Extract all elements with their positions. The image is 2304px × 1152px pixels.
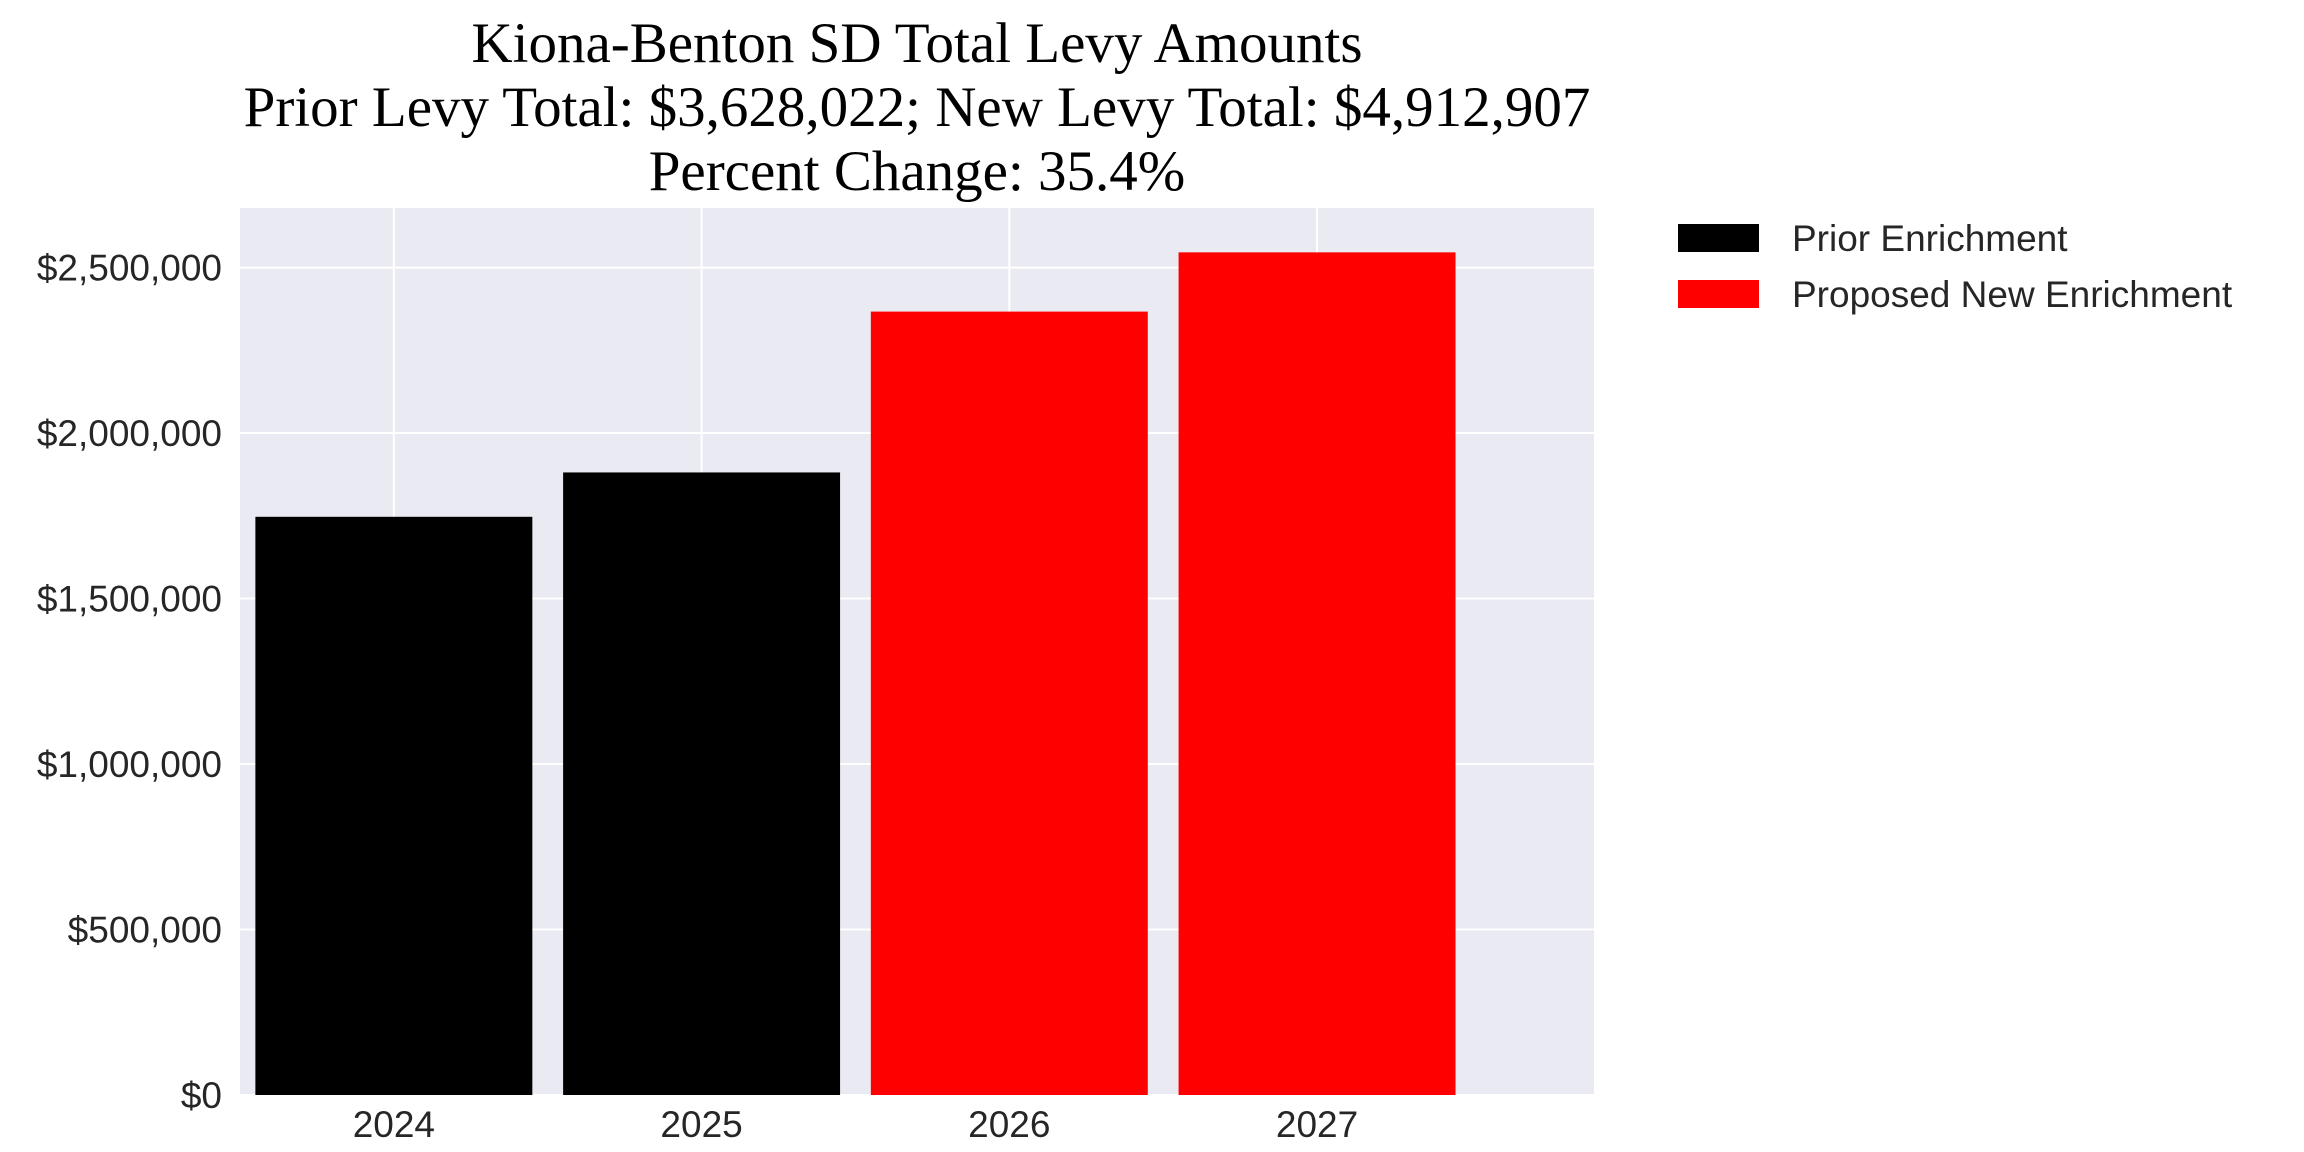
- legend-swatch-prior-enrichment: [1678, 224, 1759, 252]
- bar-2026: [870, 311, 1148, 1096]
- bar-2027: [1178, 252, 1456, 1096]
- legend-swatch-proposed-new-enrichment: [1678, 280, 1759, 308]
- y-tick-label: $0: [181, 1075, 222, 1116]
- chart-title: Kiona-Benton SD Total Levy Amounts Prior…: [244, 12, 1591, 203]
- y-tick-label: $500,000: [68, 910, 222, 951]
- chart-title-line-2: Prior Levy Total: $3,628,022; New Levy T…: [244, 76, 1591, 139]
- y-axis-tick-labels: $0 $500,000 $1,000,000 $1,500,000 $2,000,000…: [37, 248, 222, 1116]
- x-tick-label: 2027: [1276, 1104, 1358, 1145]
- x-axis-tick-labels: 2024 2025 2026 2027: [353, 1104, 1358, 1145]
- legend: Prior Enrichment Proposed New Enrichment: [1678, 218, 2233, 315]
- bar-2024: [255, 516, 533, 1095]
- y-tick-label: $2,500,000: [37, 248, 222, 289]
- y-tick-label: $1,000,000: [37, 744, 222, 785]
- bar-2025: [563, 472, 841, 1095]
- x-tick-label: 2025: [660, 1104, 742, 1145]
- legend-label-proposed-new-enrichment: Proposed New Enrichment: [1792, 274, 2233, 315]
- bars: [255, 252, 1456, 1096]
- x-tick-label: 2026: [968, 1104, 1050, 1145]
- y-tick-label: $2,000,000: [37, 413, 222, 454]
- legend-label-prior-enrichment: Prior Enrichment: [1792, 218, 2068, 259]
- x-tick-label: 2024: [353, 1104, 435, 1145]
- chart-title-line-3: Percent Change: 35.4%: [649, 140, 1186, 203]
- chart-title-line-1: Kiona-Benton SD Total Levy Amounts: [471, 12, 1362, 75]
- y-tick-label: $1,500,000: [37, 579, 222, 620]
